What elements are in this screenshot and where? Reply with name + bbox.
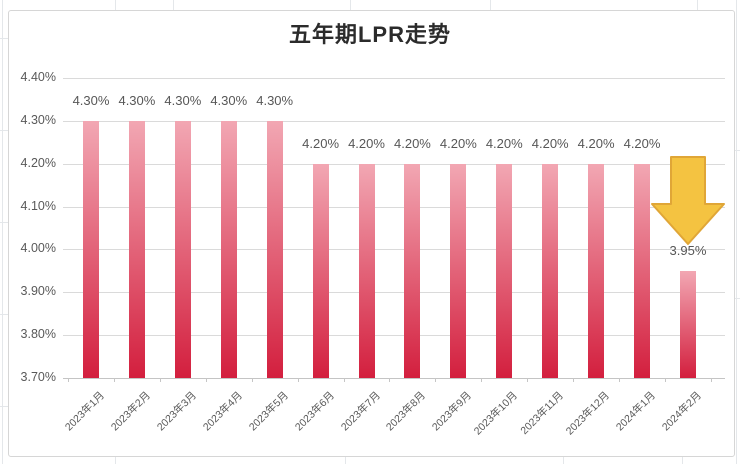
bar <box>404 163 421 378</box>
x-axis-label: 2023年5月 <box>246 389 291 434</box>
y-axis-label: 3.70% <box>20 370 56 384</box>
spreadsheet-gridline <box>350 0 351 10</box>
x-axis-label: 2023年4月 <box>200 389 245 434</box>
gridline <box>63 163 725 165</box>
bar <box>128 120 145 378</box>
axis-tick <box>205 378 207 382</box>
spreadsheet-gridline <box>0 222 8 223</box>
x-axis-label: 2023年2月 <box>108 389 153 434</box>
bar <box>634 163 651 378</box>
spreadsheet-gridline <box>734 150 740 151</box>
spreadsheet-gridline <box>2 0 3 464</box>
x-axis-label: 2024年1月 <box>613 389 658 434</box>
y-axis-label: 4.30% <box>20 112 56 127</box>
bar <box>450 163 467 378</box>
bar <box>312 163 329 378</box>
bar-value-label: 4.30% <box>210 92 248 108</box>
gridline <box>63 120 725 122</box>
bar <box>358 163 375 378</box>
bar <box>83 120 99 378</box>
bar-value-label: 4.30% <box>164 92 202 108</box>
bar <box>266 120 283 378</box>
x-axis-label: 2024年2月 <box>659 389 704 434</box>
axis-tick <box>343 378 345 382</box>
bar-value-label: 4.20% <box>348 135 385 151</box>
spreadsheet-gridline <box>345 456 346 464</box>
x-axis-label: 2023年12月 <box>563 389 613 438</box>
spreadsheet-gridline <box>115 0 116 10</box>
chart-title: 五年期LPR走势 <box>288 22 451 47</box>
x-axis-label: 2023年11月 <box>518 389 567 437</box>
bar-value-label: 4.20% <box>531 135 569 151</box>
spreadsheet-gridline <box>697 0 698 10</box>
spreadsheet-gridline <box>736 0 737 464</box>
axis-tick <box>435 378 437 382</box>
bar-value-label: 4.20% <box>439 135 477 151</box>
axis-tick <box>251 378 253 382</box>
bar <box>220 120 237 378</box>
x-axis-label: 2023年6月 <box>292 389 337 434</box>
gridline <box>63 206 725 208</box>
x-axis-label: 2023年7月 <box>338 389 383 434</box>
y-axis-label: 3.90% <box>20 284 56 299</box>
bar-value-label: 4.20% <box>302 135 340 151</box>
spreadsheet-gridline <box>682 456 683 464</box>
x-axis-label: 2023年9月 <box>430 389 475 434</box>
axis-tick <box>389 378 391 382</box>
bar <box>496 163 513 378</box>
x-axis-label: 2023年3月 <box>154 389 199 434</box>
bar <box>679 270 696 378</box>
down-arrow-shape <box>651 156 725 245</box>
y-axis-label: 4.20% <box>20 155 56 170</box>
x-axis-label: 2023年1月 <box>62 389 107 434</box>
down-arrow-icon <box>651 156 725 245</box>
gridline <box>63 335 725 337</box>
bar-value-label: 4.30% <box>118 92 156 108</box>
gridline <box>63 292 725 294</box>
y-axis-label: 4.10% <box>20 198 56 213</box>
spreadsheet-gridline <box>0 130 8 131</box>
spreadsheet-gridline <box>0 406 8 407</box>
spreadsheet-gridline <box>115 456 116 464</box>
axis-tick <box>665 378 666 382</box>
axis-tick <box>68 378 70 382</box>
bar <box>588 163 605 378</box>
axis-tick <box>113 378 115 382</box>
bar-value-label: 4.20% <box>577 135 615 151</box>
x-axis-label: 2023年10月 <box>472 389 521 438</box>
axis-tick <box>619 378 621 382</box>
bar <box>542 163 559 378</box>
bar-value-label: 4.30% <box>256 92 294 108</box>
axis-tick <box>573 378 575 382</box>
bar-value-label: 3.95% <box>669 242 707 258</box>
spreadsheet-gridline <box>734 298 740 299</box>
spreadsheet-gridline <box>173 0 174 10</box>
axis-tick <box>297 378 299 382</box>
bar <box>174 120 191 378</box>
axis-tick <box>159 378 161 382</box>
gridline <box>63 249 725 251</box>
bar-value-label: 4.20% <box>623 135 661 151</box>
gridline <box>63 78 725 79</box>
gridline <box>63 378 725 379</box>
axis-tick <box>710 378 712 382</box>
y-axis-label: 4.00% <box>20 241 56 256</box>
axis-tick <box>481 378 483 382</box>
spreadsheet-gridline <box>0 38 8 39</box>
y-axis-label: 3.80% <box>20 327 56 342</box>
axis-tick <box>527 378 529 382</box>
x-axis-label: 2023年8月 <box>384 389 429 434</box>
y-axis-label: 4.40% <box>20 70 56 84</box>
spreadsheet-gridline <box>490 0 491 10</box>
bar-value-label: 4.30% <box>72 92 110 108</box>
bar-value-label: 4.20% <box>485 135 523 151</box>
bar-value-label: 4.20% <box>394 135 431 151</box>
spreadsheet-gridline <box>0 314 8 315</box>
spreadsheet-gridline <box>563 456 564 464</box>
